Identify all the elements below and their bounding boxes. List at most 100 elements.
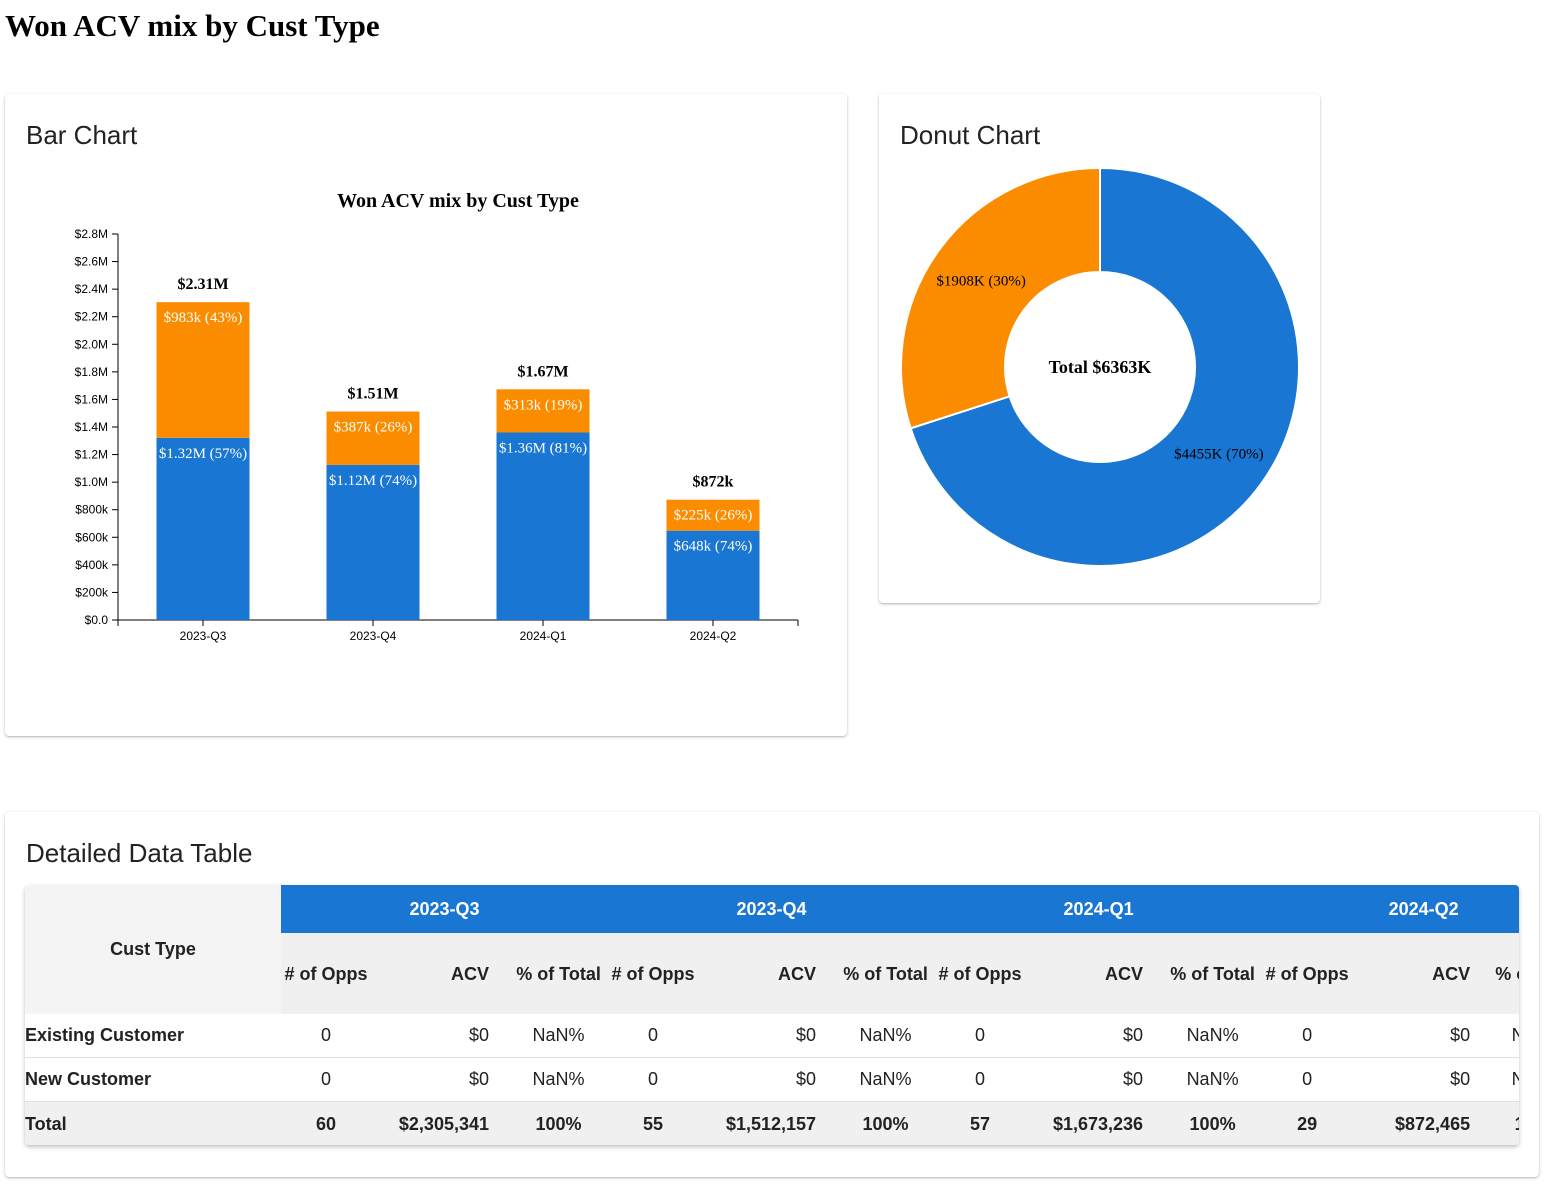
bar-segment (496, 389, 590, 433)
table-cell: 57 (935, 1101, 1026, 1145)
y-tick-label: $1.8M (75, 365, 108, 379)
y-tick-label: $600k (75, 530, 109, 544)
y-tick-label: $0.0 (85, 613, 109, 627)
table-cell: $0 (1025, 1057, 1164, 1102)
data-table-card: Detailed Data Table Cust Type 2023-Q3 2023… (5, 812, 1539, 1177)
table-cell: $0 (371, 1014, 509, 1058)
bar-segment-label: $1.36M (81%) (499, 441, 587, 457)
donut-slice-label: $4455K (70%) (1174, 446, 1264, 462)
table-total-row: Total 60 $2,305,341 100% 55 $1,512,157 100% 57 $… (25, 1101, 1519, 1145)
table-cell: NaN% (1163, 1014, 1263, 1058)
y-tick-label: $2.6M (75, 255, 108, 269)
bar-total-label: $872k (693, 474, 734, 491)
table-cell: NaN% (836, 1057, 936, 1102)
y-tick-label: $2.0M (75, 337, 108, 351)
y-tick-label: $400k (75, 558, 109, 572)
table-cell: NaN% (1163, 1057, 1263, 1102)
bar-chart-title: Won ACV mix by Cust Type (337, 190, 579, 212)
table-cell: 0 (608, 1057, 699, 1102)
sub-column-header: # of Opps (608, 933, 699, 1014)
sub-column-header: % of Total (836, 933, 936, 1014)
bar-chart-card-title: Bar Chart (26, 120, 138, 150)
donut-center-label: Total $6363K (1049, 357, 1152, 377)
table-cell: 100% (1163, 1101, 1263, 1145)
bar-segment-label: $648k (74%) (674, 539, 753, 555)
table-cell: NaN% (836, 1014, 936, 1058)
row-label: Existing Customer (25, 1014, 281, 1058)
y-tick-label: $2.2M (75, 310, 108, 324)
table-cell: 100% (1490, 1101, 1519, 1145)
donut-slice (909, 166, 1300, 567)
quarter-header: 2023-Q3 (281, 885, 609, 933)
table-cell: NaN% (1490, 1057, 1519, 1102)
table-cell: $0 (371, 1057, 509, 1102)
table-cell: $0 (698, 1014, 837, 1058)
bar-segment (666, 499, 760, 531)
table-cell: $2,305,341 (371, 1101, 509, 1145)
donut-slice (900, 166, 1101, 430)
sub-column-header: # of Opps (281, 933, 371, 1014)
bar-segment-label: $983k (43%) (164, 310, 243, 326)
table-cell: 0 (281, 1014, 371, 1058)
bar-segment (666, 530, 760, 620)
row-header-cust-type: Cust Type (25, 885, 281, 1014)
data-table: Cust Type 2023-Q3 2023-Q4 2024-Q1 2024-Q2 # o… (25, 885, 1519, 1145)
data-table-scroll-area[interactable]: Cust Type 2023-Q3 2023-Q4 2024-Q1 2024-Q2 # o… (25, 885, 1519, 1145)
donut-slice-label: $1908K (30%) (936, 274, 1026, 290)
bar-total-label: $2.31M (177, 276, 228, 293)
bar-segment-label: $387k (26%) (334, 420, 413, 436)
table-cell: $0 (698, 1057, 837, 1102)
table-cell: 0 (608, 1014, 699, 1058)
y-tick-label: $2.4M (75, 282, 108, 296)
sub-column-header: ACV (371, 933, 509, 1014)
bar-chart: Won ACV mix by Cust Type $0.0 $200k $400k $6… (75, 190, 799, 643)
table-cell: 100% (836, 1101, 936, 1145)
x-tick-label: 2023-Q4 (350, 629, 397, 643)
table-cell: $872,465 (1352, 1101, 1491, 1145)
table-cell: 0 (1262, 1014, 1353, 1058)
sub-column-header: % of Total (509, 933, 609, 1014)
donut-chart-card: Donut Chart $4455K (70%) $1908K (30%) Tota… (879, 94, 1320, 603)
table-row: Existing Customer 0 $0 NaN% 0 $0 NaN% 0 $0 NaN% 0 $… (25, 1014, 1519, 1058)
y-tick-label: $2.8M (75, 227, 108, 241)
table-cell: $0 (1352, 1057, 1491, 1102)
table-cell: 29 (1262, 1101, 1353, 1145)
y-tick-label: $1.4M (75, 420, 108, 434)
y-tick-label: $1.0M (75, 475, 108, 489)
sub-column-header: % of Total (1163, 933, 1263, 1014)
x-tick-label: 2024-Q1 (520, 629, 567, 643)
bar-total-label: $1.51M (347, 386, 398, 403)
data-table-card-title: Detailed Data Table (26, 838, 253, 868)
x-tick-label: 2023-Q3 (180, 629, 227, 643)
table-cell: NaN% (509, 1014, 609, 1058)
donut-chart-card-title: Donut Chart (900, 120, 1041, 150)
bar-segment (326, 464, 420, 620)
y-tick-label: $1.2M (75, 448, 108, 462)
sub-column-header: ACV (1025, 933, 1164, 1014)
quarter-header: 2023-Q4 (608, 885, 936, 933)
y-tick-label: $1.6M (75, 392, 108, 406)
table-cell: 0 (1262, 1057, 1353, 1102)
y-tick-label: $800k (75, 503, 109, 517)
sub-column-header: # of Opps (1262, 933, 1353, 1014)
table-cell: 0 (935, 1014, 1026, 1058)
bar-chart-card: Bar Chart Won ACV mix by Cust Type $0.0 $2… (5, 94, 847, 736)
table-cell: NaN% (509, 1057, 609, 1102)
quarter-header: 2024-Q1 (935, 885, 1263, 933)
table-cell: $1,673,236 (1025, 1101, 1164, 1145)
table-cell: 55 (608, 1101, 699, 1145)
sub-column-header: % of Total (1490, 933, 1519, 1014)
bar-total-label: $1.67M (517, 363, 568, 380)
x-tick-label: 2024-Q2 (690, 629, 737, 643)
donut-chart: $4455K (70%) $1908K (30%) Total $6363K (900, 166, 1300, 567)
table-cell: 0 (935, 1057, 1026, 1102)
sub-column-header: ACV (698, 933, 837, 1014)
table-cell: 0 (281, 1057, 371, 1102)
table-cell: 100% (509, 1101, 609, 1145)
y-tick-label: $200k (75, 585, 109, 599)
row-label: New Customer (25, 1057, 281, 1102)
bar-segment (156, 437, 250, 620)
table-cell: 60 (281, 1101, 371, 1145)
sub-column-header: ACV (1352, 933, 1491, 1014)
